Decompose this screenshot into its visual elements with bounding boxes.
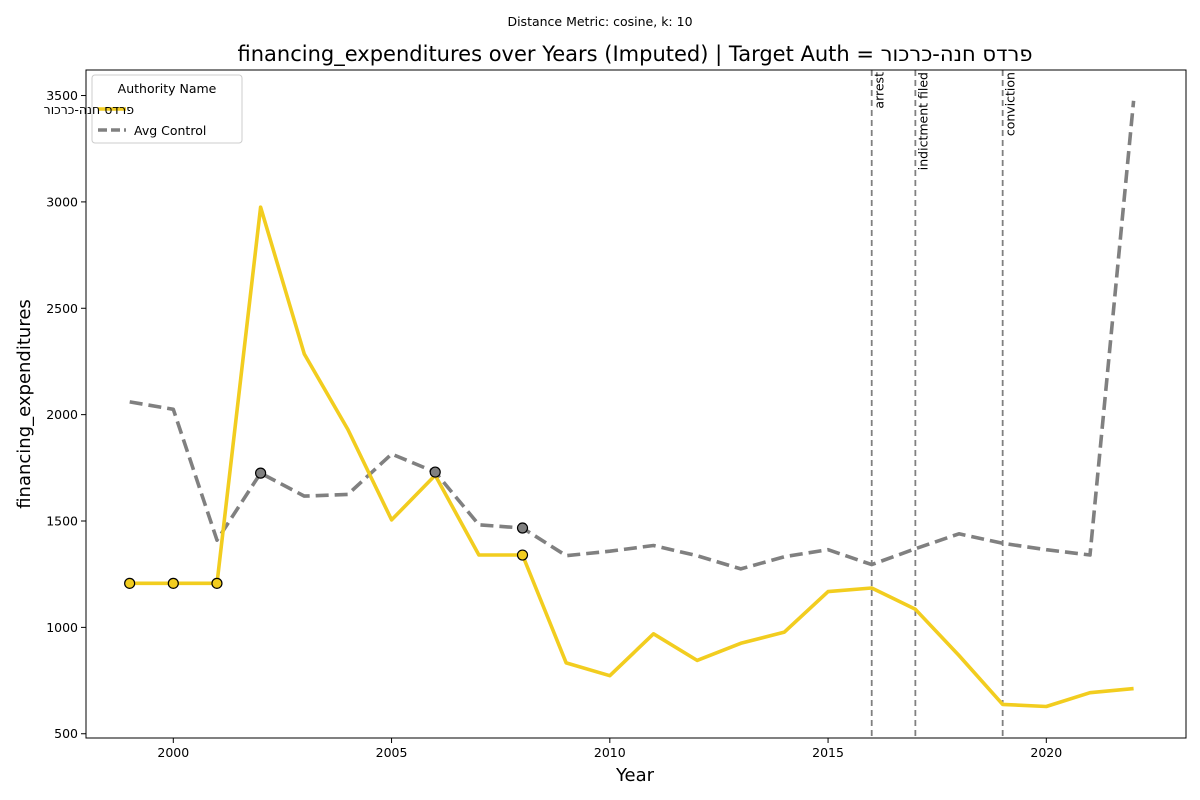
event-label: conviction xyxy=(1003,72,1018,136)
plot-frame xyxy=(85,69,1187,739)
y-axis-label: financing_expenditures xyxy=(14,299,35,509)
imputed-point xyxy=(211,577,223,589)
legend-label-control: Avg Control xyxy=(134,123,206,138)
chart-title: financing_expenditures over Years (Imput… xyxy=(238,42,1033,67)
imputed-point xyxy=(429,466,441,478)
chart-subtitle: Distance Metric: cosine, k: 10 xyxy=(507,14,692,29)
y-tick-label: 2500 xyxy=(46,301,78,316)
x-tick-label: 2005 xyxy=(376,745,408,760)
imputed-point xyxy=(124,577,136,589)
plot-area: arrest indictment filed conviction 2000 2005… xyxy=(14,69,1187,786)
imputed-point xyxy=(516,522,529,534)
y-tick-label: 500 xyxy=(54,726,78,741)
x-tick-label: 2020 xyxy=(1030,745,1062,760)
imputed-point xyxy=(167,577,179,589)
series-line-control xyxy=(129,100,1136,571)
x-tick-label: 2015 xyxy=(812,745,844,760)
legend-label-target: פרדס חנה-כרכור xyxy=(44,102,135,117)
y-tick-label: 2000 xyxy=(46,407,78,422)
y-tick-label: 3500 xyxy=(46,88,78,103)
imputed-point xyxy=(516,549,529,561)
event-label: indictment filed xyxy=(915,72,930,170)
legend-box xyxy=(91,74,243,144)
legend-title: Authority Name xyxy=(118,81,217,96)
x-axis-label: Year xyxy=(615,765,655,786)
x-tick-label: 2010 xyxy=(594,745,626,760)
y-tick-label: 1000 xyxy=(46,620,78,635)
x-tick-label: 2000 xyxy=(157,745,189,760)
event-label: arrest xyxy=(872,72,887,109)
legend: Authority Name פרדס חנה-כרכור Avg Contro… xyxy=(44,74,243,144)
y-tick-label: 3000 xyxy=(46,194,78,209)
imputed-point xyxy=(255,467,267,479)
series-line-target xyxy=(129,205,1134,709)
y-tick-label: 1500 xyxy=(46,514,78,529)
